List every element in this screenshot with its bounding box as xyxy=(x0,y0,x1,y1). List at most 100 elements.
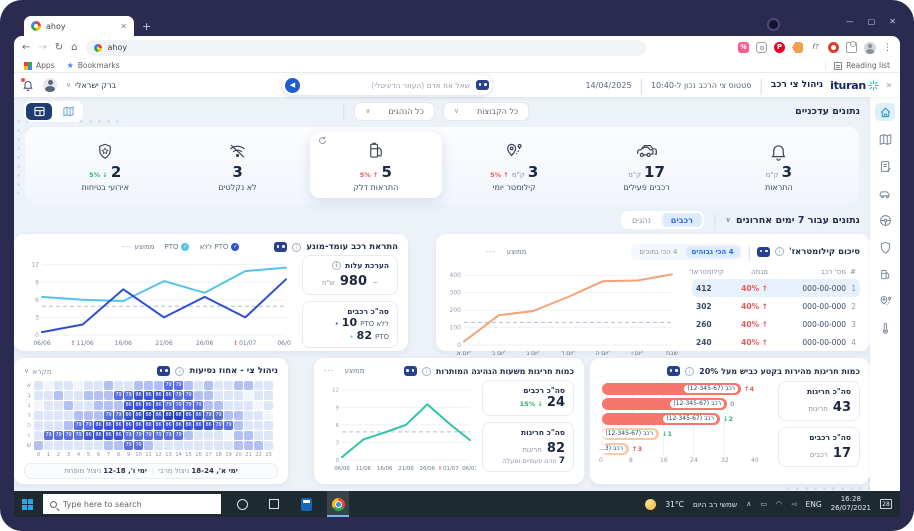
heatmap-cell[interactable] xyxy=(204,401,213,410)
heatmap-cell[interactable] xyxy=(154,381,163,390)
reload-button[interactable]: ↻ xyxy=(54,42,64,53)
heatmap-cell[interactable] xyxy=(124,381,133,390)
heatmap-cell[interactable] xyxy=(134,381,143,390)
heatmap-cell[interactable] xyxy=(84,441,93,450)
speed-bar-chart[interactable]: רכב (12-345-67) ↑4 רכב (12-345-67) 0 רכב (12… xyxy=(596,381,770,467)
heatmap-cell[interactable] xyxy=(234,441,243,450)
refresh-icon[interactable] xyxy=(318,136,327,145)
heatmap-cell[interactable] xyxy=(64,421,73,430)
heatmap-cell[interactable]: 79 xyxy=(104,411,113,420)
bookmarks-shortcut[interactable]: ★ Bookmarks xyxy=(66,61,120,70)
heatmap-cell[interactable] xyxy=(194,381,203,390)
notification-center[interactable]: 28 xyxy=(880,499,892,509)
heatmap-cell[interactable] xyxy=(224,411,233,420)
heatmap-cell[interactable] xyxy=(44,381,53,390)
heatmap-cell[interactable] xyxy=(234,421,243,430)
bot-insight-icon[interactable] xyxy=(757,246,771,257)
period-title[interactable]: נתונים עבור 7 ימים אחרונים ∨ xyxy=(725,214,860,226)
heatmap-cell[interactable]: 79 xyxy=(164,401,173,410)
tray-chevron-icon[interactable]: ∧ xyxy=(746,500,752,508)
km-chart[interactable]: 0 100 200 300 400 יום א' יום ב' יום ג' יום ד' יום… xyxy=(446,265,684,357)
heatmap-cell[interactable] xyxy=(234,381,243,390)
heatmap-cell[interactable]: 79 xyxy=(144,431,153,440)
heatmap-cell[interactable]: 79 xyxy=(114,391,123,400)
groups-filter-dropdown[interactable]: כל הקבוצות ∨ xyxy=(442,101,530,121)
heatmap-cell[interactable] xyxy=(94,391,103,400)
heatmap-cell[interactable]: 86 xyxy=(84,431,93,440)
period-tab-נהגים[interactable]: נהגים xyxy=(631,215,651,225)
heatmap-cell[interactable] xyxy=(34,421,43,430)
heatmap-cell[interactable] xyxy=(264,381,273,390)
bot-insight-icon[interactable] xyxy=(274,242,288,252)
apps-shortcut[interactable]: Apps xyxy=(24,61,55,70)
browser-profile-badge[interactable] xyxy=(767,18,780,31)
heatmap-cell[interactable] xyxy=(74,401,83,410)
heatmap-cell[interactable]: 86 xyxy=(94,421,103,430)
heatmap-cell[interactable] xyxy=(244,431,253,440)
heatmap-cell[interactable] xyxy=(244,421,253,430)
heatmap-cell[interactable]: 86 xyxy=(164,391,173,400)
heatmap-cell[interactable]: 88 xyxy=(164,411,173,420)
heatmap-cell[interactable] xyxy=(254,431,263,440)
heatmap-cell[interactable] xyxy=(224,391,233,400)
maximize-button[interactable]: ▢ xyxy=(867,17,876,26)
heatmap-cell[interactable] xyxy=(74,441,83,450)
heatmap-cell[interactable] xyxy=(114,441,123,450)
heatmap-cell[interactable] xyxy=(84,391,93,400)
km-table-row[interactable]: 2 000-00-000 ↑ 40% 302 xyxy=(696,301,856,311)
heatmap-cell[interactable] xyxy=(74,391,83,400)
heatmap-cell[interactable]: 79 xyxy=(164,381,173,390)
heatmap-cell[interactable]: 79 xyxy=(124,391,133,400)
ext-pinterest-icon[interactable]: P xyxy=(774,42,785,53)
heatmap-cell[interactable] xyxy=(44,391,53,400)
hours-chart[interactable]: 0 3 6 9 12 06/06 11/06 16/06 21/06 26/06! 01/07 06… xyxy=(324,380,476,472)
heatmap-cell[interactable] xyxy=(224,441,233,450)
reading-list-button[interactable]: Reading list xyxy=(825,61,890,70)
heatmap-cell[interactable]: 86 xyxy=(124,421,133,430)
heatmap-cell[interactable]: 86 xyxy=(144,421,153,430)
browser-avatar[interactable] xyxy=(864,41,876,54)
user-avatar[interactable] xyxy=(43,78,57,92)
kpi-fuel-alerts[interactable]: 5 ↑ 5% התראות דלק xyxy=(309,132,443,198)
heatmap-cell[interactable] xyxy=(94,381,103,390)
heatmap-cell[interactable] xyxy=(234,391,243,400)
heatmap-cell[interactable]: 86 xyxy=(154,391,163,400)
heatmap-cell[interactable] xyxy=(184,431,193,440)
heatmap-cell[interactable] xyxy=(54,401,63,410)
heatmap-cell[interactable] xyxy=(94,401,103,410)
tab-close-icon[interactable]: ✕ xyxy=(120,21,127,31)
info-icon[interactable]: i xyxy=(421,366,431,376)
sidebar-map-icon[interactable] xyxy=(875,130,895,148)
info-icon[interactable]: i xyxy=(775,247,785,256)
sidebar-vehicles-icon[interactable] xyxy=(875,184,895,202)
heatmap-cell[interactable] xyxy=(64,411,73,420)
heatmap-cell[interactable]: 86 xyxy=(204,421,213,430)
heatmap-cell[interactable] xyxy=(244,401,253,410)
kpi-no-signal[interactable]: 3 לא נקלטים xyxy=(171,139,303,192)
heatmap-cell[interactable]: 79 xyxy=(54,431,63,440)
task-view-button[interactable] xyxy=(263,491,285,517)
heatmap-cell[interactable] xyxy=(104,381,113,390)
browser-tab[interactable]: ahoy ✕ xyxy=(24,16,134,36)
speed-bar-row[interactable]: רכב (12-345-67) 0 xyxy=(602,396,754,411)
heatmap-cell[interactable]: 79 xyxy=(224,421,233,430)
heatmap-cell[interactable]: 86 xyxy=(164,421,173,430)
heatmap-cell[interactable]: 79 xyxy=(184,401,193,410)
heatmap-cell[interactable]: 86 xyxy=(194,411,203,420)
heatmap-cell[interactable]: 86 xyxy=(154,411,163,420)
heatmap-cell[interactable] xyxy=(74,411,83,420)
heatmap-cell[interactable] xyxy=(254,441,263,450)
heatmap-cell[interactable] xyxy=(204,441,213,450)
heatmap-cell[interactable] xyxy=(194,431,203,440)
heatmap-cell[interactable]: 88 xyxy=(144,411,153,420)
user-menu[interactable]: ברק ישראלי ∨ xyxy=(66,80,117,90)
heatmap-cell[interactable]: 86 xyxy=(144,391,153,400)
send-icon[interactable]: ◀ xyxy=(285,77,300,93)
heatmap-cell[interactable]: 86 xyxy=(174,421,183,430)
heatmap-cell[interactable]: 79 xyxy=(124,431,133,440)
kpi-daily-km[interactable]: 3 ק"מ ↑ 5% קילומטר יומי xyxy=(448,139,580,192)
extensions-puzzle-icon[interactable] xyxy=(846,41,857,53)
collapse-sidebar-icon[interactable]: « xyxy=(885,79,892,91)
heatmap-cell[interactable] xyxy=(94,441,103,450)
heatmap-cell[interactable] xyxy=(104,441,113,450)
